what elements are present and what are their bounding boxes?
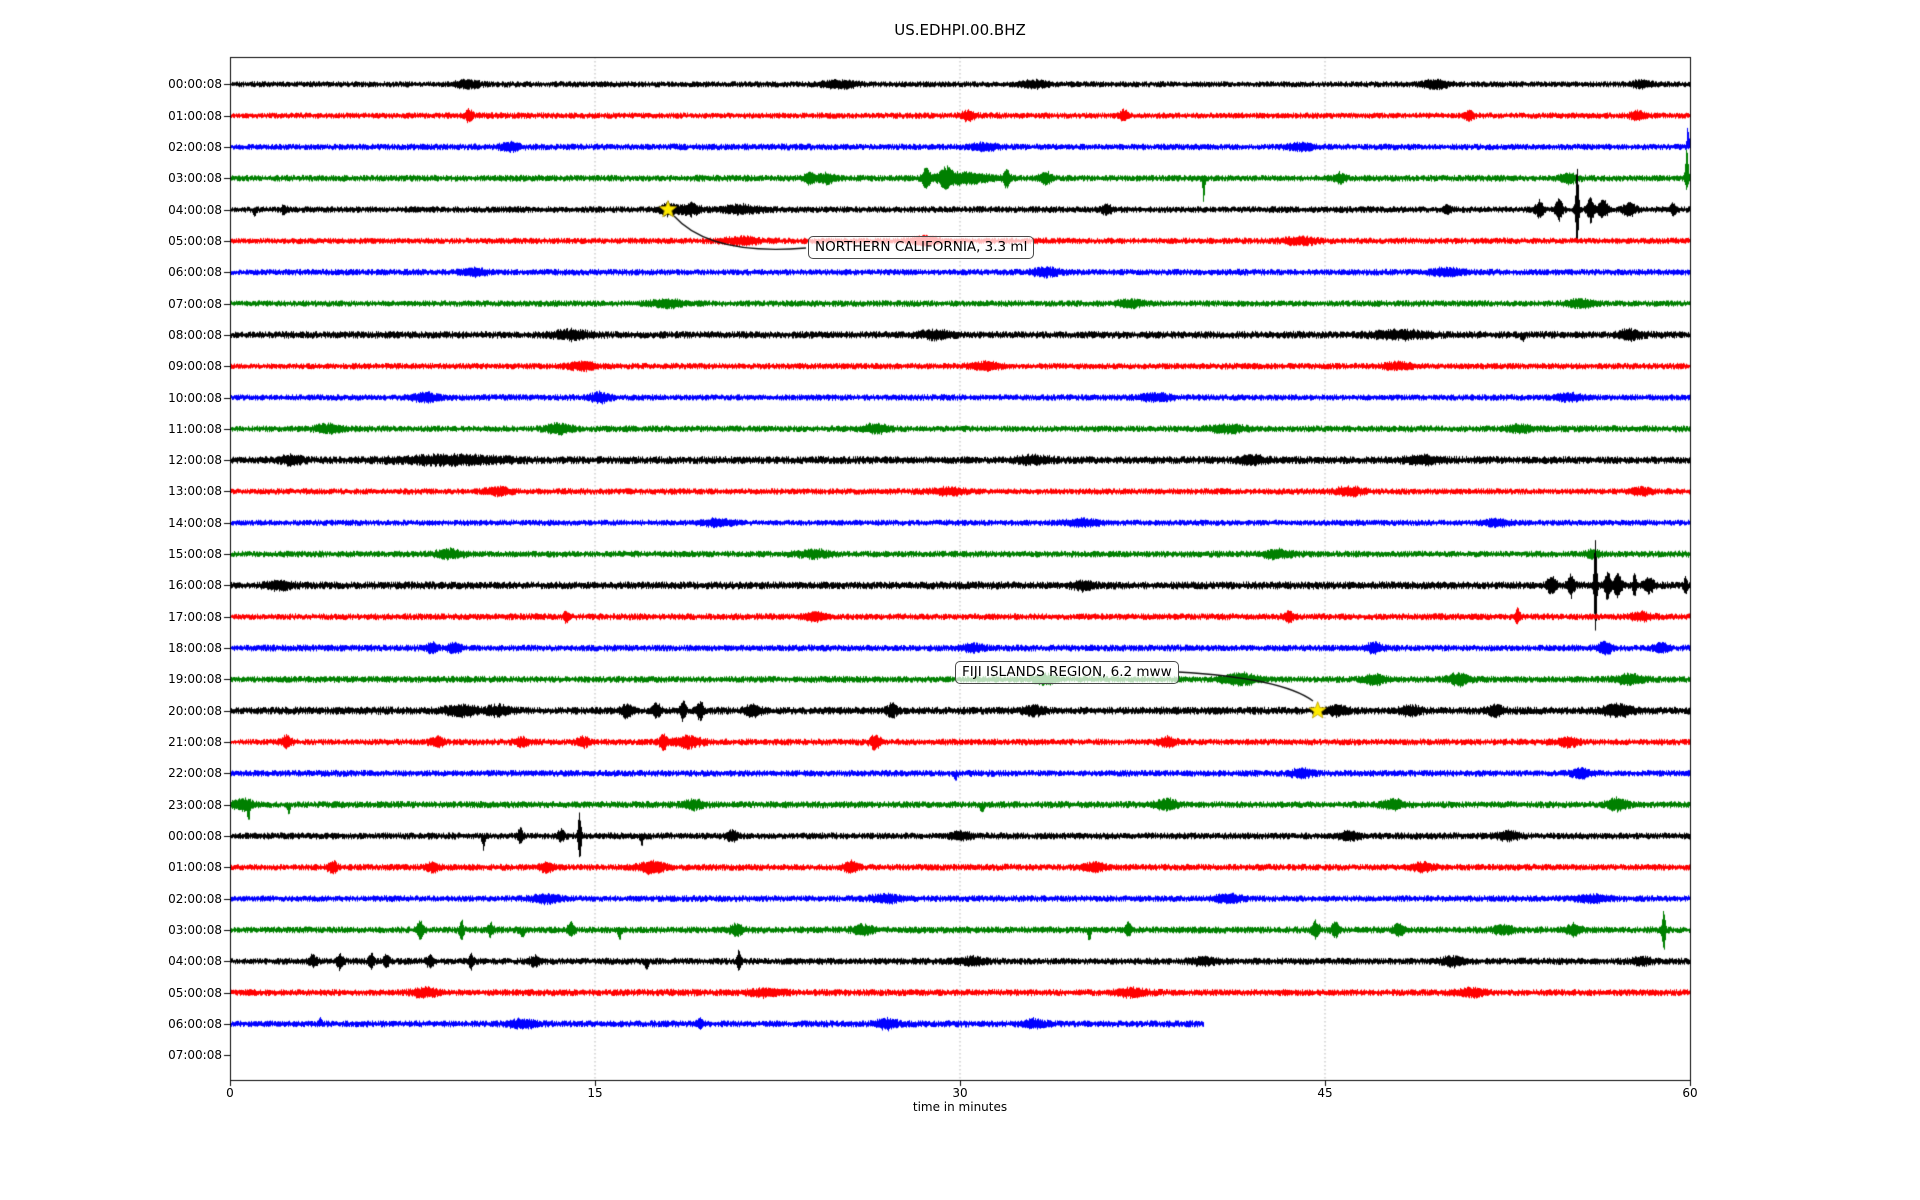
- trace-time-label: 01:00:08: [168, 108, 222, 123]
- x-tick-label: 0: [226, 1086, 234, 1100]
- trace-time-label: 10:00:08: [168, 390, 222, 405]
- event-annotation-northern-california: NORTHERN CALIFORNIA, 3.3 ml: [808, 236, 1035, 259]
- event-annotation-text: FIJI ISLANDS REGION, 6.2 mww: [962, 664, 1172, 680]
- trace-time-label: 03:00:08: [168, 171, 222, 186]
- x-axis-label: time in minutes: [912, 1100, 1008, 1114]
- trace-time-label: 13:00:08: [168, 484, 222, 499]
- trace-time-label: 17:00:08: [168, 609, 222, 624]
- trace-time-label: 01:00:08: [168, 860, 222, 875]
- x-tick-label: 60: [1682, 1086, 1698, 1100]
- trace-time-label: 18:00:08: [168, 641, 222, 656]
- trace-time-label: 00:00:08: [168, 828, 222, 843]
- trace-time-label: 05:00:08: [168, 233, 222, 248]
- trace-time-label: 02:00:08: [168, 891, 222, 906]
- trace-time-label: 14:00:08: [168, 515, 222, 530]
- trace-time-label: 04:00:08: [168, 954, 222, 969]
- trace-time-label: 09:00:08: [168, 359, 222, 374]
- trace-time-label: 21:00:08: [168, 735, 222, 750]
- trace-time-label: 07:00:08: [168, 1048, 222, 1063]
- trace-time-label: 12:00:08: [168, 453, 222, 468]
- x-tick-label: 30: [952, 1086, 968, 1100]
- trace-time-label: 23:00:08: [168, 797, 222, 812]
- trace-time-label: 02:00:08: [168, 139, 222, 154]
- trace-time-label: 05:00:08: [168, 985, 222, 1000]
- trace-time-label: 06:00:08: [168, 265, 222, 280]
- trace-time-label: 07:00:08: [168, 296, 222, 311]
- trace-time-label: 16:00:08: [168, 578, 222, 593]
- x-tick-label: 15: [587, 1086, 603, 1100]
- trace-time-label: 00:00:08: [168, 77, 222, 92]
- event-annotation-text: NORTHERN CALIFORNIA, 3.3 ml: [815, 239, 1028, 255]
- trace-time-label: 11:00:08: [168, 421, 222, 436]
- trace-time-label: 08:00:08: [168, 327, 222, 342]
- event-annotation-fiji-islands: FIJI ISLANDS REGION, 6.2 mww: [955, 661, 1179, 684]
- plot-title: US.EDHPI.00.BHZ: [894, 21, 1026, 39]
- trace-time-label: 19:00:08: [168, 672, 222, 687]
- trace-time-label: 22:00:08: [168, 766, 222, 781]
- x-tick-label: 45: [1317, 1086, 1333, 1100]
- trace-time-label: 20:00:08: [168, 703, 222, 718]
- trace-time-label: 15:00:08: [168, 547, 222, 562]
- trace-time-label: 06:00:08: [168, 1016, 222, 1031]
- trace-time-label: 03:00:08: [168, 922, 222, 937]
- trace-time-label: 04:00:08: [168, 202, 222, 217]
